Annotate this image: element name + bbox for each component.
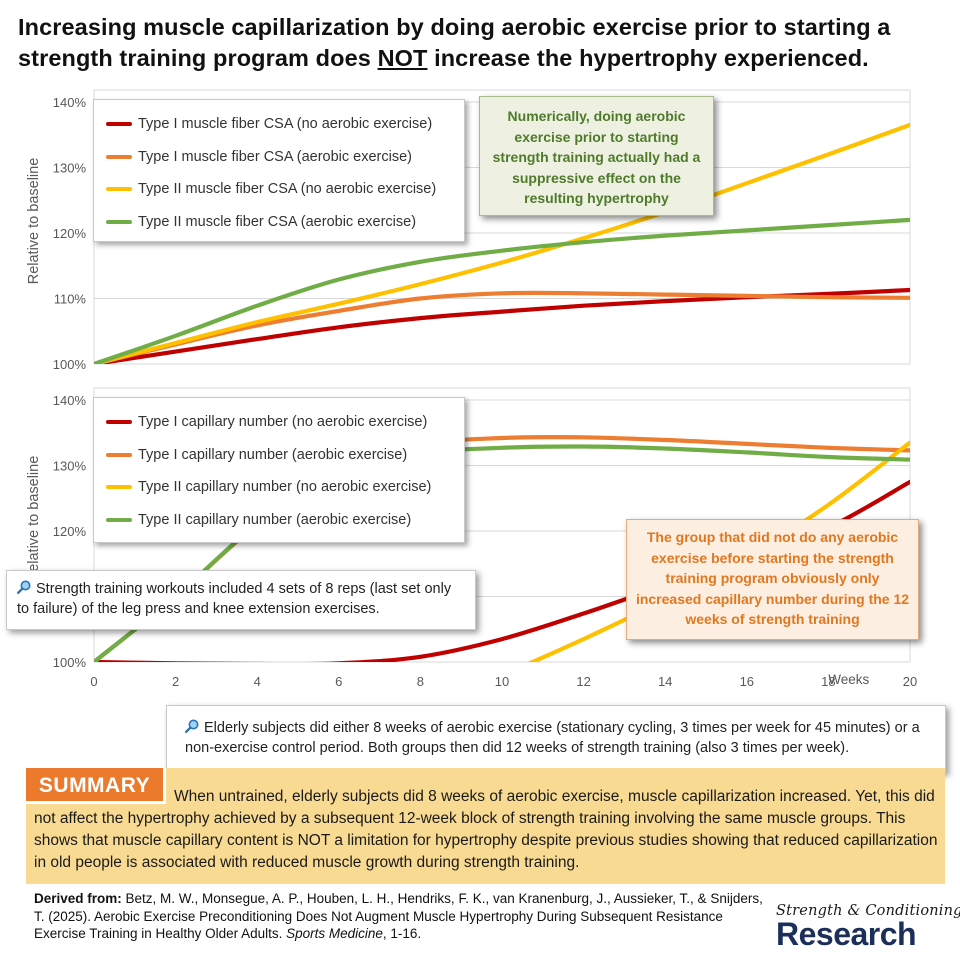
logo-line-2: Research bbox=[776, 916, 917, 952]
page-title: Increasing muscle capillarization by doi… bbox=[18, 12, 948, 74]
summary-text: When untrained, elderly subjects did 8 w… bbox=[34, 788, 938, 871]
legend-label: Type II capillary number (no aerobic exe… bbox=[138, 479, 432, 496]
top-series-line-2 bbox=[94, 290, 910, 364]
legend-item: Type I capillary number (no aerobic exer… bbox=[106, 406, 450, 439]
legend-swatch bbox=[106, 452, 132, 457]
citation-pages: , 1-16. bbox=[382, 926, 422, 941]
x-tick-label: 2 bbox=[172, 674, 179, 689]
top-y-tick-label: 120% bbox=[53, 226, 87, 241]
bottom-chart-legend: Type I capillary number (no aerobic exer… bbox=[93, 397, 465, 543]
magnifier-icon bbox=[17, 580, 31, 594]
legend-item: Type I muscle fiber CSA (no aerobic exer… bbox=[106, 108, 450, 141]
legend-label: Type I capillary number (no aerobic exer… bbox=[138, 414, 428, 431]
top-y-axis-label: Relative to baseline bbox=[26, 158, 42, 285]
magnifier-icon bbox=[185, 719, 199, 733]
legend-item: Type II capillary number (aerobic exerci… bbox=[106, 504, 450, 537]
callout-capillary-increase: The group that did not do any aerobic ex… bbox=[626, 519, 919, 640]
legend-label: Type I muscle fiber CSA (no aerobic exer… bbox=[138, 116, 433, 133]
legend-swatch bbox=[106, 122, 132, 127]
x-tick-label: 16 bbox=[740, 674, 754, 689]
legend-item: Type I muscle fiber CSA (aerobic exercis… bbox=[106, 141, 450, 174]
brand-logo: Strength & Conditioning Research bbox=[776, 903, 960, 955]
legend-swatch bbox=[106, 485, 132, 490]
top-y-tick-label: 130% bbox=[53, 161, 87, 176]
legend-item: Type II capillary number (no aerobic exe… bbox=[106, 471, 450, 504]
citation-label: Derived from: bbox=[34, 891, 122, 906]
top-chart-legend: Type I muscle fiber CSA (no aerobic exer… bbox=[93, 99, 465, 242]
legend-swatch bbox=[106, 420, 132, 425]
x-tick-label: 18 bbox=[821, 674, 835, 689]
x-tick-label: 10 bbox=[495, 674, 509, 689]
legend-swatch bbox=[106, 517, 132, 522]
bottom-y-tick-label: 130% bbox=[53, 459, 87, 474]
top-y-tick-label: 110% bbox=[54, 292, 87, 307]
legend-label: Type I muscle fiber CSA (aerobic exercis… bbox=[138, 148, 412, 165]
x-tick-label: 12 bbox=[576, 674, 590, 689]
legend-label: Type II muscle fiber CSA (aerobic exerci… bbox=[138, 213, 417, 230]
bottom-y-axis-label: Relative to baseline bbox=[26, 456, 42, 583]
bottom-y-tick-label: 100% bbox=[53, 655, 87, 670]
x-tick-label: 6 bbox=[335, 674, 342, 689]
legend-swatch bbox=[106, 154, 132, 159]
bottom-series-line-4 bbox=[94, 444, 910, 662]
x-tick-label: 0 bbox=[90, 674, 97, 689]
title-part-2: increase the hypertrophy experienced. bbox=[427, 45, 869, 71]
citation-text: Betz, M. W., Monsegue, A. P., Houben, L.… bbox=[34, 891, 763, 941]
workout-note-text: Strength training workouts included 4 se… bbox=[17, 581, 452, 617]
top-series-group bbox=[94, 122, 910, 364]
callout-suppressive-effect: Numerically, doing aerobic exercise prio… bbox=[479, 96, 714, 216]
x-tick-label: 8 bbox=[417, 674, 424, 689]
top-y-tick-label: 140% bbox=[53, 95, 87, 110]
legend-swatch bbox=[106, 219, 132, 224]
bottom-y-tick-label: 140% bbox=[53, 393, 87, 408]
subjects-note-text: Elderly subjects did either 8 weeks of a… bbox=[185, 720, 920, 756]
legend-item: Type I capillary number (aerobic exercis… bbox=[106, 439, 450, 472]
summary-label: SUMMARY bbox=[26, 768, 166, 804]
top-y-tick-label: 100% bbox=[53, 357, 87, 372]
legend-item: Type II muscle fiber CSA (no aerobic exe… bbox=[106, 173, 450, 206]
legend-label: Type II muscle fiber CSA (no aerobic exe… bbox=[138, 181, 437, 198]
legend-item: Type II muscle fiber CSA (aerobic exerci… bbox=[106, 206, 450, 239]
workout-note: Strength training workouts included 4 se… bbox=[6, 570, 476, 630]
legend-label: Type I capillary number (aerobic exercis… bbox=[138, 446, 408, 463]
citation-journal: Sports Medicine bbox=[286, 926, 383, 941]
legend-swatch bbox=[106, 187, 132, 192]
title-part-1: Increasing muscle capillarization by doi… bbox=[18, 14, 891, 71]
x-tick-label: 14 bbox=[658, 674, 672, 689]
title-emphasis: NOT bbox=[377, 45, 428, 71]
citation: Derived from: Betz, M. W., Monsegue, A. … bbox=[34, 890, 769, 943]
top-series-line-1 bbox=[94, 287, 910, 364]
x-tick-label: 4 bbox=[254, 674, 261, 689]
logo-line-1: Strength & Conditioning bbox=[776, 903, 960, 919]
x-tick-label: 20 bbox=[903, 674, 917, 689]
summary-box bbox=[26, 768, 945, 884]
bottom-y-tick-label: 120% bbox=[53, 524, 87, 539]
top-series-line-3 bbox=[94, 122, 910, 364]
x-axis-label: Weeks bbox=[828, 672, 869, 687]
legend-label: Type II capillary number (aerobic exerci… bbox=[138, 511, 412, 528]
top-series-line-4 bbox=[94, 217, 910, 364]
subjects-note: Elderly subjects did either 8 weeks of a… bbox=[166, 705, 946, 773]
